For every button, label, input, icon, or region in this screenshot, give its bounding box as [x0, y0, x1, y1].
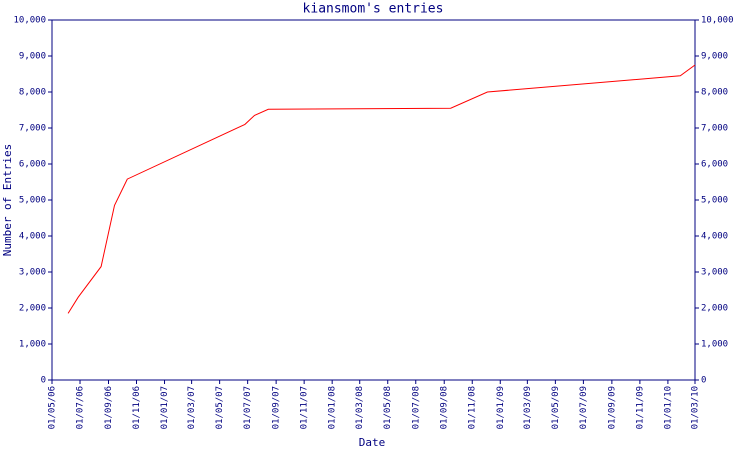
x-tick-label: 01/01/07 [160, 386, 170, 429]
y2-tick-label: 0 [701, 376, 706, 386]
x-tick-label: 01/03/09 [523, 386, 533, 429]
y-tick-label: 4,000 [19, 232, 46, 242]
y2-tick-label: 4,000 [701, 232, 728, 242]
plot-frame [51, 19, 696, 381]
y-tick-label: 9,000 [19, 52, 46, 62]
y2-tick-label: 6,000 [701, 160, 728, 170]
x-tick-label: 01/05/07 [215, 386, 225, 429]
x-tick-label: 01/09/09 [607, 386, 617, 429]
y-tick-label: 5,000 [19, 196, 46, 206]
x-tick-label: 01/07/08 [411, 386, 421, 429]
x-tick-label: 01/11/08 [468, 386, 478, 429]
y-tick-label: 10,000 [13, 16, 46, 26]
x-tick-label: 01/07/06 [76, 386, 86, 429]
y2-tick-label: 10,000 [701, 16, 734, 26]
x-tick-label: 01/09/06 [104, 386, 114, 429]
x-tick-label: 01/05/08 [383, 386, 393, 429]
x-tick-label: 01/01/08 [328, 386, 338, 429]
x-tick-label: 01/03/08 [355, 386, 365, 429]
x-tick-label: 01/03/07 [187, 386, 197, 429]
x-tick-label: 01/11/09 [635, 386, 645, 429]
y2-tick-label: 8,000 [701, 88, 728, 98]
y-axis-label: Number of Entries [1, 144, 14, 257]
y-tick-label: 0 [41, 376, 46, 386]
x-tick-label: 01/09/08 [440, 386, 450, 429]
y-tick-label: 8,000 [19, 88, 46, 98]
x-axis-label: Date [359, 436, 386, 449]
y2-tick-label: 9,000 [701, 52, 728, 62]
y2-tick-label: 1,000 [701, 340, 728, 350]
y-tick-label: 1,000 [19, 340, 46, 350]
y-tick-label: 2,000 [19, 304, 46, 314]
chart-title: kiansmom's entries [303, 2, 444, 17]
y-tick-label: 7,000 [19, 124, 46, 134]
x-tick-label: 01/05/06 [48, 386, 58, 429]
x-tick-label: 01/07/09 [579, 386, 589, 429]
x-tick-label: 01/07/07 [243, 386, 253, 429]
x-tick-label: 01/05/09 [551, 386, 561, 429]
x-tick-label: 01/11/06 [132, 386, 142, 429]
y2-tick-label: 5,000 [701, 196, 728, 206]
y-tick-label: 6,000 [19, 160, 46, 170]
y-tick-label: 3,000 [19, 268, 46, 278]
x-tick-label: 01/09/07 [272, 386, 282, 429]
y2-tick-label: 3,000 [701, 268, 728, 278]
x-tick-label: 01/01/10 [663, 386, 673, 429]
x-tick-label: 01/01/09 [496, 386, 506, 429]
x-tick-label: 01/11/07 [300, 386, 310, 429]
data-line [67, 64, 696, 314]
y2-tick-label: 7,000 [701, 124, 728, 134]
x-tick-label: 01/03/10 [691, 386, 701, 429]
y2-tick-label: 2,000 [701, 304, 728, 314]
